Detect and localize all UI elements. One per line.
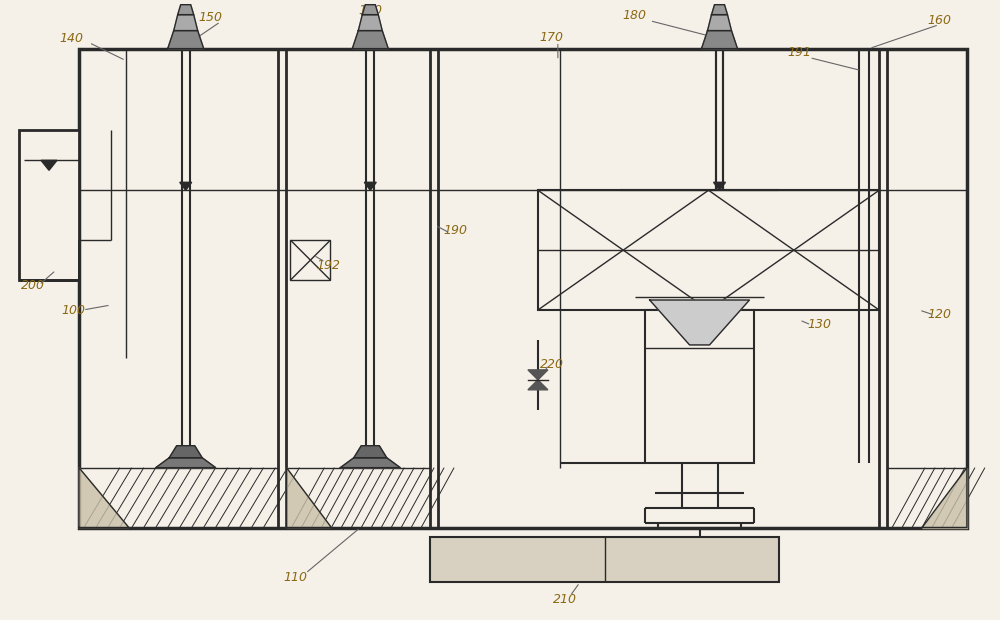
Polygon shape	[178, 5, 194, 15]
Polygon shape	[286, 467, 331, 528]
Bar	[79, 48, 967, 528]
Polygon shape	[174, 15, 198, 30]
Text: 160: 160	[927, 14, 951, 27]
Polygon shape	[714, 182, 725, 190]
Polygon shape	[169, 446, 202, 458]
Bar	[290, 240, 330, 280]
Polygon shape	[354, 446, 387, 458]
Polygon shape	[180, 182, 192, 190]
Text: 130: 130	[807, 319, 831, 332]
Polygon shape	[528, 380, 548, 390]
Polygon shape	[364, 182, 376, 190]
Text: 100: 100	[61, 304, 85, 316]
Text: 150: 150	[199, 11, 223, 24]
Polygon shape	[352, 30, 388, 48]
Text: 220: 220	[540, 358, 564, 371]
Text: 190: 190	[443, 224, 467, 237]
Text: 140: 140	[59, 32, 83, 45]
Text: 210: 210	[553, 593, 577, 606]
Polygon shape	[712, 5, 727, 15]
Polygon shape	[362, 5, 378, 15]
Polygon shape	[79, 467, 129, 528]
Text: 191: 191	[787, 46, 811, 59]
Text: 180: 180	[623, 9, 647, 22]
Polygon shape	[708, 15, 731, 30]
Bar	[19, 130, 79, 280]
Bar	[538, 190, 879, 310]
Polygon shape	[41, 161, 57, 171]
Text: 110: 110	[283, 571, 307, 584]
Polygon shape	[922, 467, 967, 528]
Polygon shape	[528, 370, 548, 380]
Text: 120: 120	[927, 309, 951, 322]
Bar	[645, 310, 754, 463]
Text: 170: 170	[540, 31, 564, 44]
Polygon shape	[340, 458, 400, 467]
Polygon shape	[156, 458, 216, 467]
Bar	[430, 538, 779, 582]
Text: 160: 160	[358, 4, 382, 17]
Polygon shape	[702, 30, 737, 48]
Text: 192: 192	[316, 259, 340, 272]
Text: 200: 200	[21, 278, 45, 291]
Polygon shape	[358, 15, 382, 30]
Polygon shape	[168, 30, 204, 48]
Polygon shape	[650, 300, 749, 345]
